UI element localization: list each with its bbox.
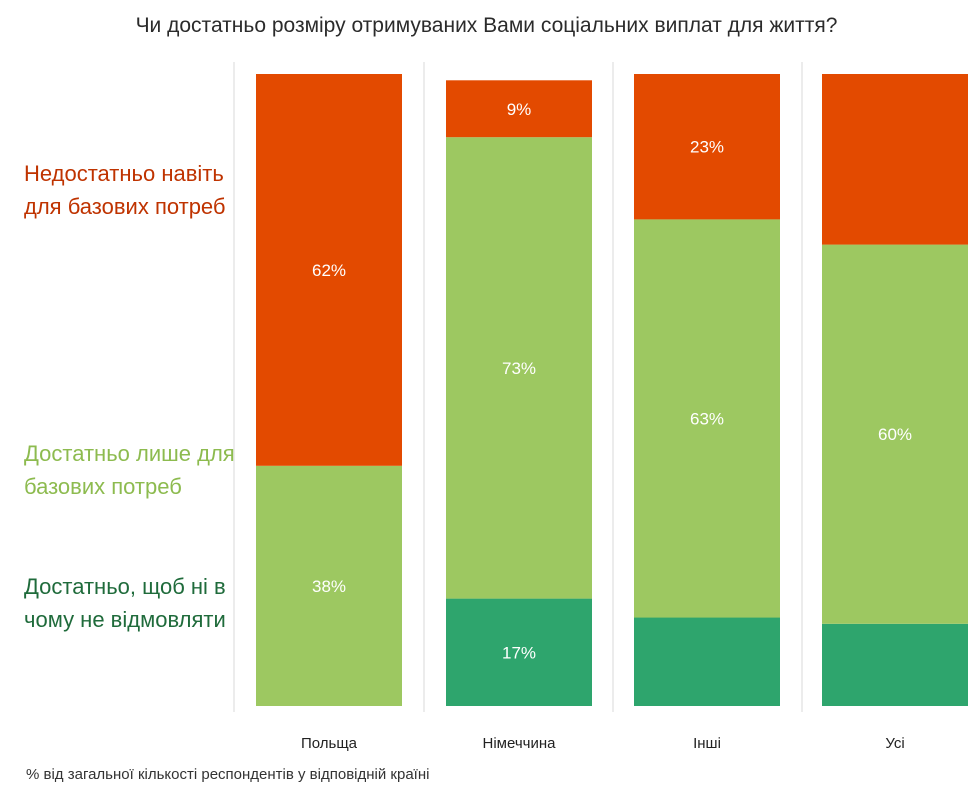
legend-label-insufficient: Недостатньо навіть для базових потреб <box>24 161 226 219</box>
bar-basic-1 <box>446 137 592 599</box>
bar-basic-3 <box>822 244 968 624</box>
data-label-basic-1: 73% <box>502 359 536 378</box>
bar-insufficient-3 <box>822 74 968 245</box>
chart-title: Чи достатньо розміру отримуваних Вами со… <box>135 14 838 37</box>
data-label-basic-0: 38% <box>312 577 346 596</box>
bar-sufficient-3 <box>822 623 968 706</box>
x-tick-label-0: Польща <box>301 735 358 752</box>
bar-insufficient-1 <box>446 80 592 138</box>
x-tick-label-3: Усі <box>885 735 904 752</box>
legend-label-sufficient: Достатньо, щоб ні в чому не відмовляти <box>24 574 226 632</box>
x-tick-label-1: Німеччина <box>483 735 557 752</box>
x-tick-label-2: Інші <box>693 735 721 752</box>
bar-insufficient-2 <box>634 74 780 220</box>
footnote: % від загальної кількості респондентів у… <box>26 766 430 783</box>
data-label-basic-3: 60% <box>878 425 912 444</box>
data-label-sufficient-1: 17% <box>502 643 536 662</box>
bar-basic-0 <box>256 465 402 706</box>
data-label-insufficient-1: 9% <box>507 100 532 119</box>
bar-basic-2 <box>634 219 780 618</box>
data-label-insufficient-0: 62% <box>312 261 346 280</box>
bar-sufficient-2 <box>634 617 780 706</box>
data-label-basic-2: 63% <box>690 409 724 428</box>
bar-sufficient-1 <box>446 598 592 706</box>
legend-label-basic: Достатньо лише для базових потреб <box>24 441 235 499</box>
data-label-insufficient-2: 23% <box>690 138 724 157</box>
bar-insufficient-0 <box>256 74 402 466</box>
